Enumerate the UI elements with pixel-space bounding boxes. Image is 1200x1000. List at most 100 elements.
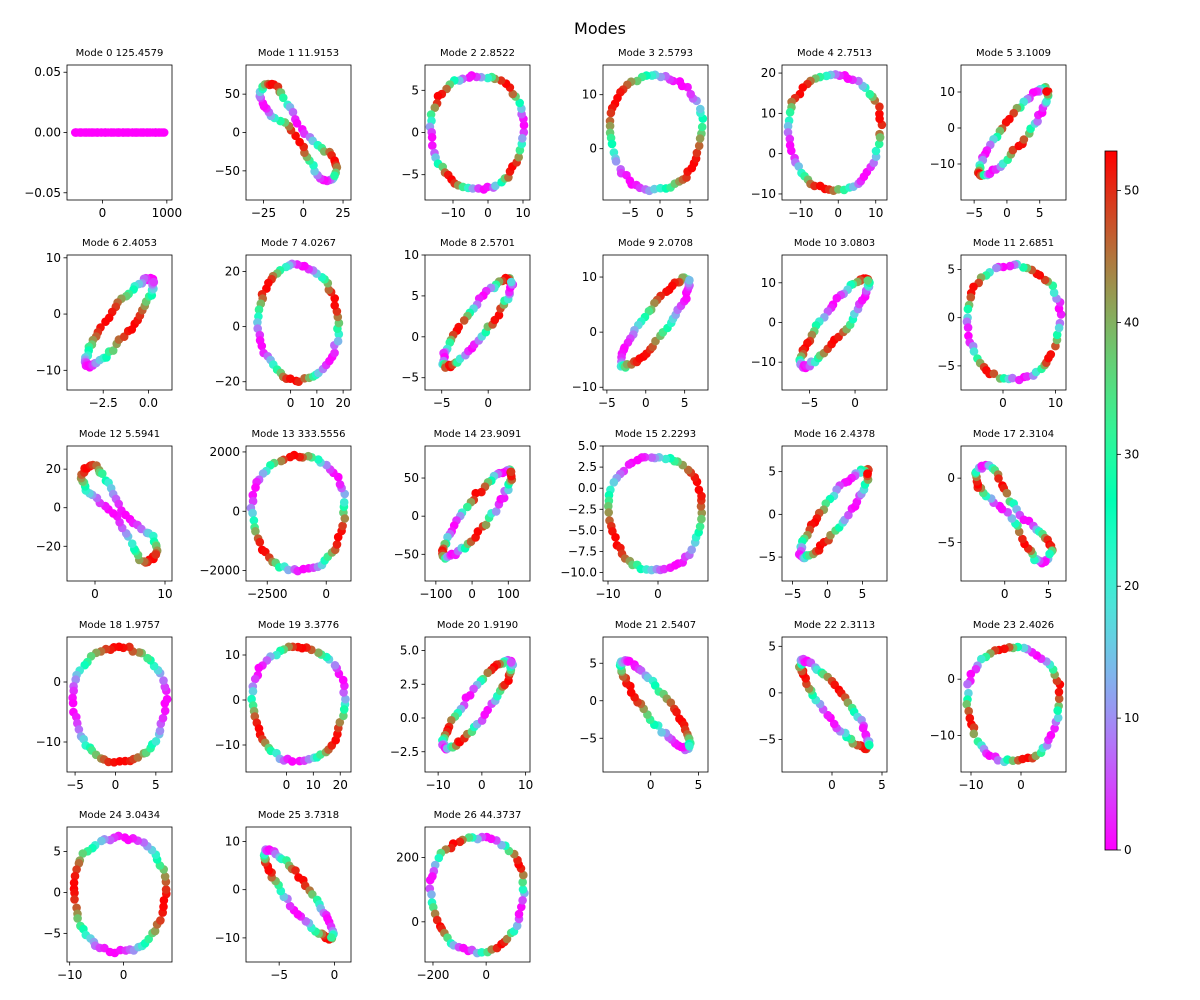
data-point bbox=[697, 514, 706, 524]
data-point bbox=[151, 550, 161, 559]
y-tick-label: −10 bbox=[36, 363, 61, 377]
panel-title: Mode 19 3.3776 bbox=[258, 620, 339, 631]
x-tick-label: 10 bbox=[306, 778, 321, 792]
data-point bbox=[339, 498, 349, 507]
data-point bbox=[339, 688, 348, 697]
data-point bbox=[308, 890, 317, 899]
panel-title: Mode 2 2.8522 bbox=[440, 48, 515, 59]
data-point bbox=[159, 902, 168, 911]
axes-frame bbox=[960, 64, 1067, 201]
x-tick-label: 0 bbox=[322, 587, 330, 601]
data-point bbox=[499, 493, 509, 503]
y-tick-label: −5 bbox=[937, 359, 955, 373]
y-tick-label: 0 bbox=[411, 126, 419, 140]
axes-frame bbox=[66, 445, 173, 582]
data-point bbox=[1053, 706, 1062, 715]
data-point bbox=[114, 499, 123, 509]
y-tick-label: −10 bbox=[930, 157, 955, 171]
axes-frame bbox=[781, 254, 888, 391]
data-point bbox=[156, 916, 165, 925]
panel-title: Mode 25 3.7318 bbox=[258, 810, 339, 821]
data-point bbox=[295, 137, 304, 147]
data-point bbox=[248, 496, 258, 506]
data-point bbox=[288, 107, 298, 117]
x-tick-label: −10 bbox=[440, 206, 465, 220]
data-point bbox=[425, 875, 435, 885]
x-tick-label: 0 bbox=[642, 396, 650, 410]
data-point bbox=[514, 909, 524, 919]
axes-frame bbox=[245, 826, 352, 963]
y-tick-label: 0 bbox=[589, 325, 597, 339]
data-point bbox=[97, 836, 106, 846]
data-point bbox=[291, 866, 300, 875]
data-point bbox=[977, 654, 986, 664]
data-point bbox=[251, 483, 260, 492]
figure-title: Modes bbox=[574, 19, 626, 38]
panel-title: Mode 12 5.5941 bbox=[79, 429, 160, 440]
colorbar-tick-label: 10 bbox=[1124, 711, 1139, 725]
mode-panel-21: Mode 21 2.5407 0 5 −5 0 5 bbox=[579, 620, 709, 792]
data-point bbox=[333, 336, 343, 346]
x-tick-label: 0 bbox=[468, 587, 476, 601]
y-tick-label: 0 bbox=[232, 693, 240, 707]
y-tick-label: 5.0 bbox=[578, 439, 597, 453]
data-point bbox=[162, 694, 172, 704]
x-tick-label: 0 bbox=[287, 396, 295, 410]
data-point bbox=[447, 716, 456, 725]
data-point bbox=[518, 877, 527, 887]
y-tick-label: −5 bbox=[401, 371, 419, 385]
axes-frame bbox=[602, 445, 709, 582]
axes-frame bbox=[960, 254, 1067, 391]
data-point bbox=[519, 120, 529, 130]
y-tick-label: 5 bbox=[947, 262, 955, 276]
panel-title: Mode 16 2.4378 bbox=[794, 429, 875, 440]
data-point bbox=[330, 294, 340, 303]
panel-title: Mode 15 2.2293 bbox=[615, 429, 696, 440]
x-tick-label: 0 bbox=[91, 587, 99, 601]
colorbar-gradient bbox=[1104, 150, 1118, 851]
panel-title: Mode 23 2.4026 bbox=[973, 620, 1054, 631]
data-point bbox=[491, 181, 500, 191]
colorbar-tick-label: 20 bbox=[1124, 579, 1139, 593]
panel-title: Mode 21 2.5407 bbox=[615, 620, 696, 631]
axes-frame bbox=[781, 636, 888, 773]
x-tick-label: −5 bbox=[801, 396, 819, 410]
mode-panel-18: Mode 18 1.9757 −5 0 5 −10 0 bbox=[36, 620, 173, 792]
y-tick-label: −5.0 bbox=[568, 523, 597, 537]
y-tick-label: 50 bbox=[404, 471, 419, 485]
data-point bbox=[70, 871, 80, 881]
x-tick-label: 0 bbox=[1017, 778, 1025, 792]
data-point bbox=[626, 688, 636, 697]
axes-frame bbox=[960, 445, 1067, 582]
x-tick-label: 5 bbox=[681, 396, 689, 410]
data-point bbox=[463, 502, 472, 512]
data-point bbox=[70, 888, 79, 898]
data-point bbox=[159, 128, 169, 137]
data-point bbox=[506, 658, 516, 667]
panel-title: Mode 7 4.0267 bbox=[261, 238, 336, 249]
mode-panel-10: Mode 10 3.0803 −5 0 −10 0 10 bbox=[751, 238, 888, 410]
mode-panel-20: Mode 20 1.9190 −10 0 10 −2.5 0.0 2.5 5.0 bbox=[390, 620, 533, 792]
y-tick-label: 200 bbox=[396, 851, 419, 865]
y-tick-label: 50 bbox=[225, 87, 240, 101]
data-point bbox=[611, 533, 620, 542]
y-tick-label: −2000 bbox=[199, 564, 240, 578]
data-point bbox=[338, 675, 348, 685]
data-point bbox=[494, 310, 504, 320]
x-tick-label: 5 bbox=[686, 206, 694, 220]
y-tick-label: 10 bbox=[761, 276, 776, 290]
x-tick-label: −100 bbox=[419, 587, 452, 601]
x-tick-label: −5 bbox=[965, 206, 983, 220]
y-tick-label: 5.0 bbox=[400, 644, 419, 658]
data-point bbox=[340, 514, 350, 523]
data-point bbox=[794, 162, 803, 171]
mode-panel-8: Mode 8 2.5701 −5 0 −5 0 5 10 bbox=[401, 238, 531, 410]
data-point bbox=[697, 508, 707, 518]
data-point bbox=[783, 128, 793, 137]
mode-panel-17: Mode 17 2.3104 0 5 −5 0 bbox=[937, 429, 1067, 601]
x-tick-label: 0 bbox=[824, 587, 832, 601]
data-point bbox=[650, 298, 659, 308]
data-point bbox=[330, 171, 339, 180]
x-tick-label: −10 bbox=[595, 587, 620, 601]
data-point bbox=[443, 532, 452, 542]
